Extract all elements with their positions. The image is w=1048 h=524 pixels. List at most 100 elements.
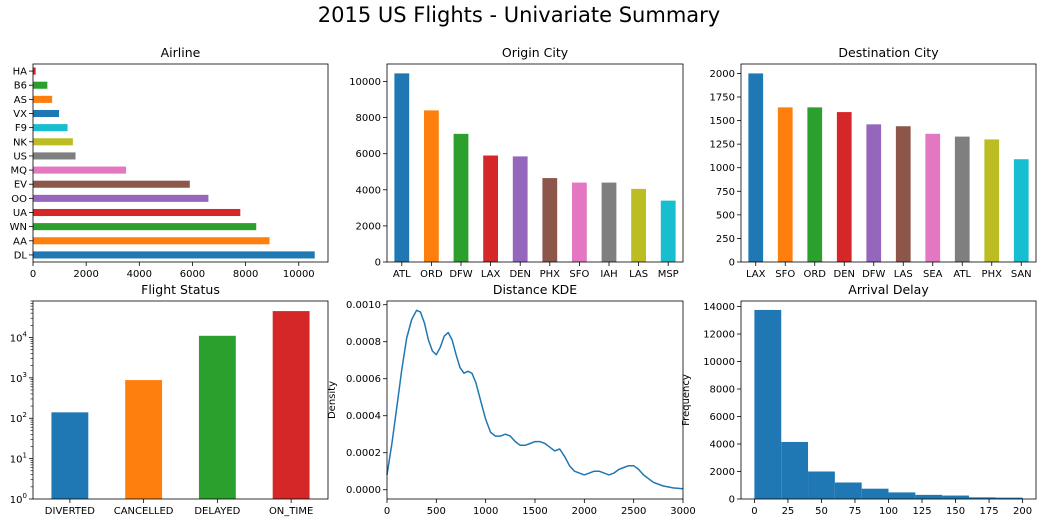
x-tick-label: DFW [449, 269, 472, 280]
plot-frame [740, 300, 1037, 500]
y-tick-label: MQ [11, 166, 28, 177]
y-tick-label: OO [11, 194, 27, 205]
bar-sea [925, 133, 941, 262]
bar-atl [954, 136, 970, 262]
x-tick-label: CANCELLED [114, 506, 174, 517]
panel-origin-city: ATL ORD DFW LAX DEN PHX SFO IAH LAS MSP 0 2000 4000 6… [349, 45, 684, 280]
y-tick-label: 2000 [356, 221, 381, 232]
x-tick-label: 50 [815, 506, 828, 517]
x-tick-label: DEN [834, 269, 856, 280]
y-tick-label: 0.0002 [346, 448, 381, 459]
x-tick-label: 200 [1013, 506, 1032, 517]
bar-atl [394, 73, 410, 263]
bar-msp [660, 200, 676, 262]
plot-frame [740, 63, 1037, 263]
panel-title: Airline [161, 45, 201, 60]
x-tick-label: 3000 [670, 506, 695, 517]
y-tick-label: 1500 [710, 116, 735, 127]
y-tick-label: 2000 [710, 467, 735, 478]
panel-arrival-delay: 0 25 50 75 100 125 150 175 200020004000600080001… [681, 282, 1037, 517]
x-tick-label: SEA [923, 269, 943, 280]
bar-vx [33, 109, 60, 118]
y-tick-label: NK [13, 137, 27, 148]
bar-oo [33, 194, 209, 202]
x-tick-label: 6000 [180, 269, 205, 280]
bar-b6 [33, 81, 48, 89]
x-tick-label: DEN [509, 269, 531, 280]
histogram-bar [808, 471, 835, 499]
y-tick-label: 0.0010 [346, 300, 381, 311]
x-tick-label: 1000 [473, 506, 498, 517]
histogram-bar [995, 497, 1023, 499]
y-tick-label: 12000 [703, 330, 735, 341]
bar-lax [483, 155, 498, 262]
y-tick-label: 0.0006 [346, 374, 381, 385]
histogram-bar [781, 441, 809, 499]
y-tick-label: 102 [10, 411, 27, 425]
bar-las [895, 126, 911, 262]
histogram-bar [942, 495, 969, 499]
panel-flight-status: DIVERTED CANCELLED DELAYED ON_TIME 100 101 102… [10, 282, 329, 517]
x-tick-label: 2500 [621, 506, 646, 517]
x-tick-label: 8000 [233, 269, 258, 280]
bar-on-time [272, 311, 310, 499]
panel-distance-kde: 0 500 1000 1500 2000 2500 3000 0.0000 0.0002 0.00… [327, 282, 696, 517]
y-tick-label: 2000 [710, 69, 735, 80]
y-tick-label: 8000 [710, 385, 735, 396]
x-tick-label: 2000 [73, 269, 98, 280]
bar-ev [33, 180, 190, 188]
x-tick-label: LAX [481, 269, 501, 280]
x-tick-label: 100 [879, 506, 898, 517]
x-tick-label: 1500 [522, 506, 547, 517]
x-tick-label: DFW [862, 269, 885, 280]
y-tick-label: 10000 [349, 77, 381, 88]
x-tick-label: ON_TIME [269, 506, 313, 517]
y-tick-label: 4000 [356, 185, 381, 196]
x-tick-label: PHX [982, 269, 1003, 280]
y-tick-label: DL [14, 250, 28, 261]
y-tick-label: 14000 [703, 302, 735, 313]
x-tick-label: MSP [658, 269, 679, 280]
histogram-bar [888, 492, 916, 499]
y-tick-label: AS [14, 95, 27, 106]
x-tick-label: 10000 [283, 269, 315, 280]
histogram-bar [834, 482, 862, 499]
x-tick-label: ORD [420, 269, 443, 280]
y-tick-label: 1000 [710, 163, 735, 174]
x-tick-label: 125 [912, 506, 931, 517]
y-tick-label: 0.0004 [346, 411, 381, 422]
x-tick-label: 75 [849, 506, 862, 517]
kde-line [386, 309, 684, 490]
panel-airline: DL AA WN UA OO EV MQ US NK F9 VX AS B6 HA 0 2000 4000 600… [10, 45, 329, 280]
y-tick-label: 0 [729, 258, 735, 269]
bar-ua [33, 208, 241, 217]
y-tick-label: 750 [716, 187, 735, 198]
x-tick-label: 0 [751, 506, 757, 517]
x-tick-label: 0 [384, 506, 390, 517]
y-tick-label: 103 [10, 371, 27, 385]
bar-sfo [777, 107, 793, 262]
y-tick-label: 101 [10, 452, 27, 466]
y-tick-label: 500 [716, 210, 735, 221]
bar-cancelled [125, 380, 163, 499]
x-tick-label: SAN [1011, 269, 1032, 280]
x-tick-label: 0 [30, 269, 36, 280]
bar-iah [601, 182, 617, 262]
y-tick-label: 1250 [710, 140, 735, 151]
x-tick-label: 2000 [572, 506, 597, 517]
panel-title: Distance KDE [493, 282, 577, 297]
bar-las [631, 188, 646, 262]
x-tick-label: DIVERTED [45, 506, 95, 517]
bar-ord [807, 107, 823, 262]
panel-destination-city: LAX SFO ORD DEN DFW LAS SEA ATL PHX SAN 0 250 500 750… [710, 45, 1037, 280]
bar-den [512, 156, 528, 262]
panel-title: Destination City [838, 45, 939, 60]
y-tick-label: 6000 [356, 149, 381, 160]
x-tick-label: 25 [782, 506, 795, 517]
y-tick-label: UA [13, 208, 27, 219]
bar-wn [33, 223, 257, 231]
y-tick-label: 100 [10, 492, 27, 506]
plot-frame [386, 63, 684, 263]
panel-title: Flight Status [141, 282, 220, 297]
